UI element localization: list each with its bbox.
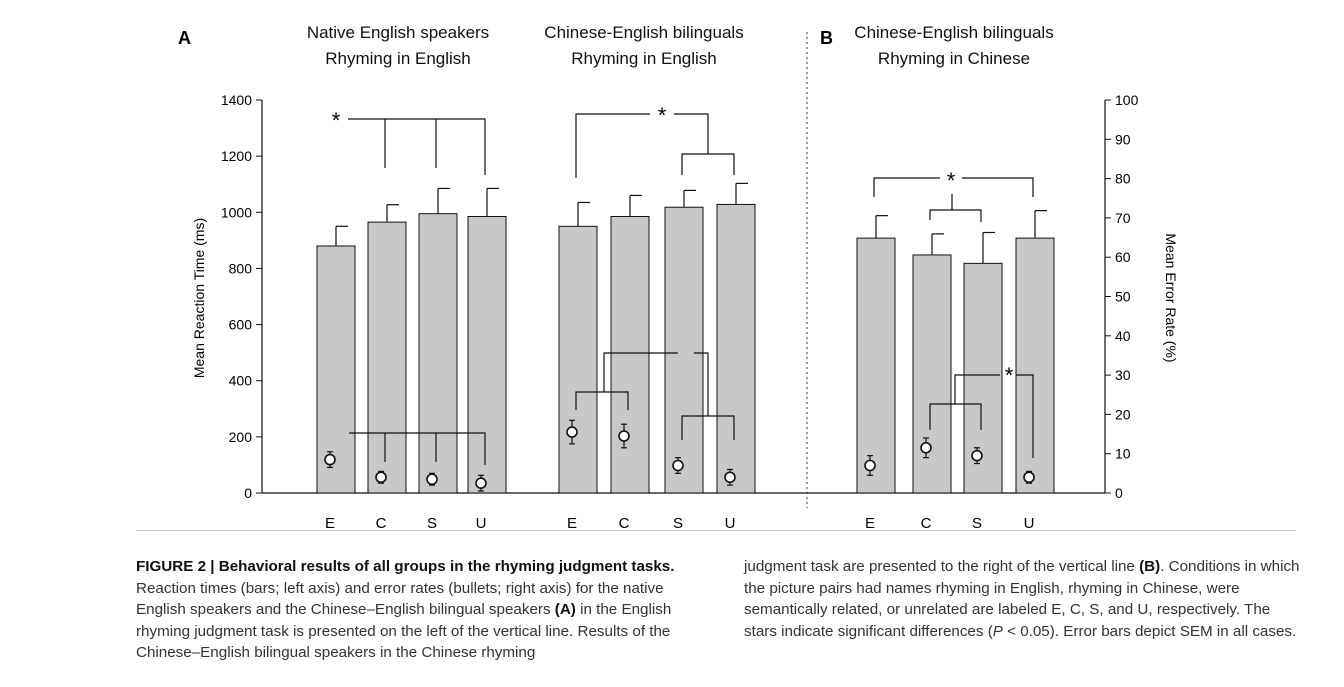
category-label: E <box>325 515 335 532</box>
error-rate-point <box>618 430 630 442</box>
sig-bracket-rt-chinese-cs <box>929 209 982 222</box>
caption-p1-text2: in the English rhyming judgment task is … <box>136 601 672 662</box>
error-rate-point <box>475 477 487 489</box>
sig-bracket-err-bilingual-link-left <box>603 352 678 392</box>
right-axis-tick-label: 100 <box>1115 92 1139 108</box>
panel-label-b: B <box>820 28 833 48</box>
error-rate-point <box>566 426 578 438</box>
sig-bracket-rt-native <box>348 118 486 175</box>
sig-bracket-rt-chinese-left <box>873 177 940 197</box>
error-rate-point <box>375 471 387 484</box>
right-axis-label: Mean Error Rate (%) <box>1163 233 1179 362</box>
left-axis-tick-label: 1400 <box>221 92 252 108</box>
caption-p2-text1: judgment task are presented to the right… <box>744 558 1140 575</box>
rt-bar <box>912 254 952 494</box>
category-label: E <box>865 515 875 532</box>
caption-p-symbol: P <box>992 622 1003 640</box>
rt-bar <box>467 215 507 494</box>
category-label: C <box>921 515 932 532</box>
caption-ref-b: (B) <box>1139 558 1161 575</box>
error-rate-point <box>324 453 336 466</box>
rt-bar <box>856 237 896 494</box>
right-axis-tick-label: 70 <box>1115 210 1131 226</box>
category-label: U <box>476 515 487 532</box>
category-label: S <box>427 515 437 532</box>
group-title-native-line2: Rhyming in English <box>325 49 471 68</box>
right-axis-tick-label: 0 <box>1115 485 1123 501</box>
bar-chart: A B Native English speakers Rhyming in E… <box>178 23 1179 532</box>
sig-bracket-err-bilingual-link-right <box>694 352 709 416</box>
category-label: S <box>673 515 683 532</box>
rt-bar <box>558 225 598 494</box>
star-err-bilingual-chinese: * <box>1005 363 1014 388</box>
rt-bar <box>610 215 650 494</box>
sig-bracket-err-bilingual-ec <box>575 391 629 410</box>
right-axis-tick-label: 40 <box>1115 328 1131 344</box>
left-axis-tick-label: 0 <box>244 485 252 501</box>
left-axis-tick-label: 200 <box>229 429 253 445</box>
group-title-bilingual-chinese-line1: Chinese-English bilinguals <box>854 23 1053 42</box>
group-title-native-line1: Native English speakers <box>307 23 489 42</box>
rt-bar <box>316 245 356 494</box>
category-label: C <box>619 515 630 532</box>
star-rt-bilingual-chinese: * <box>947 168 956 193</box>
caption-right-column: judgment task are presented to the right… <box>744 556 1304 642</box>
sig-bracket-err-bilingual-su <box>681 415 735 440</box>
right-axis-tick-label: 80 <box>1115 171 1131 187</box>
caption-divider <box>136 530 1296 531</box>
caption-ref-a: (A) <box>554 601 576 619</box>
star-rt-native: * <box>332 108 341 133</box>
sig-bracket-err-native <box>349 432 486 465</box>
sig-bracket-err-chinese-link-left <box>954 374 1000 404</box>
sig-bracket-rt-bilingual-sub <box>681 153 735 175</box>
rt-bar <box>367 221 407 494</box>
caption-left-column: FIGURE 2 | Behavioral results of all gro… <box>136 556 706 664</box>
rt-bar <box>664 206 704 494</box>
right-axis-tick-label: 60 <box>1115 249 1131 265</box>
left-axis-tick-label: 1200 <box>221 148 252 164</box>
right-axis-tick-label: 30 <box>1115 367 1131 383</box>
error-rate-point <box>426 473 438 486</box>
category-label: U <box>1024 515 1035 532</box>
caption-heading: FIGURE 2 | Behavioral results of all gro… <box>136 558 675 575</box>
category-label: S <box>972 515 982 532</box>
error-rate-point <box>724 471 736 484</box>
right-axis-tick-label: 10 <box>1115 446 1131 462</box>
rt-bar <box>418 213 458 494</box>
category-label: U <box>725 515 736 532</box>
error-rate-point <box>864 459 876 472</box>
right-axis-tick-label: 90 <box>1115 131 1131 147</box>
caption-p1-text1: Reaction times (bars; left axis) and err… <box>136 579 664 619</box>
right-axis-tick-label: 20 <box>1115 406 1131 422</box>
error-rate-point <box>672 459 684 472</box>
panel-label-a: A <box>178 28 191 48</box>
left-axis-tick-label: 400 <box>229 373 253 389</box>
right-axis-tick-label: 50 <box>1115 289 1131 305</box>
group-title-bilingual-english-line1: Chinese-English bilinguals <box>544 23 743 42</box>
left-axis-tick-label: 600 <box>229 317 253 333</box>
sig-bracket-rt-chinese-right <box>962 177 1034 197</box>
sig-bracket-rt-bilingual-left <box>575 113 650 178</box>
rt-bar <box>1015 237 1055 494</box>
left-axis-tick-label: 1000 <box>221 204 252 220</box>
caption-p2-text3: < 0.05). Error bars depict SEM in all ca… <box>1002 622 1297 640</box>
group-title-bilingual-english-line2: Rhyming in English <box>571 49 717 68</box>
sig-bracket-rt-bilingual-right <box>674 113 709 154</box>
error-rate-point <box>1023 471 1035 484</box>
caption-p2-text2: . Conditions in which the picture pairs … <box>744 558 1300 640</box>
group-title-bilingual-chinese-line2: Rhyming in Chinese <box>878 49 1030 68</box>
error-rate-point <box>920 442 932 454</box>
sig-bracket-err-chinese-link-right <box>1016 374 1034 458</box>
left-axis-tick-label: 800 <box>229 260 253 276</box>
category-label: C <box>376 515 387 532</box>
category-label: E <box>567 515 577 532</box>
star-rt-bilingual-english: * <box>658 103 667 128</box>
rt-bar <box>716 203 756 494</box>
error-rate-point <box>971 449 983 462</box>
left-axis-label: Mean Reaction Time (ms) <box>191 218 207 378</box>
rt-bar <box>963 262 1003 494</box>
